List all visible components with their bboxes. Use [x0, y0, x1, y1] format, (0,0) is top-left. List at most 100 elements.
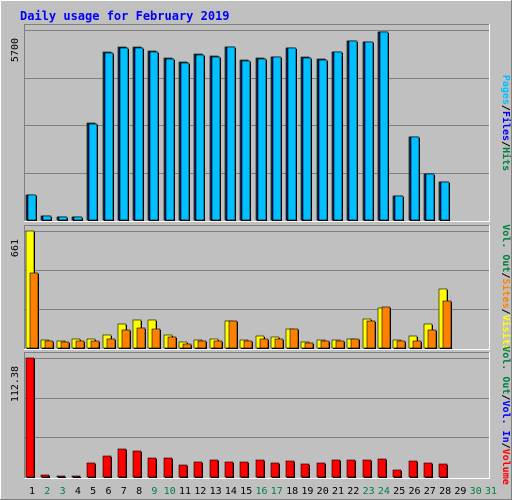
x-tick-label-8: 8 — [136, 486, 142, 497]
bar-pages-day-10 — [165, 58, 175, 221]
bar-shadow-volume-day-4 — [73, 477, 81, 478]
y-max-label: 112.38 — [10, 366, 21, 402]
bar-sites-day-17 — [274, 338, 284, 349]
legend-entry: Sites — [500, 278, 512, 308]
legend-entry: Files — [500, 111, 512, 141]
bar-pages-day-25 — [394, 195, 404, 221]
bar-sites-day-4 — [75, 340, 85, 349]
bar-pages-day-12 — [195, 54, 205, 221]
bar-volume-day-22 — [346, 459, 356, 478]
x-tick-label-11: 11 — [179, 486, 191, 497]
bar-pages-day-9 — [149, 51, 159, 221]
bar-pages-day-14 — [226, 46, 236, 221]
bar-volume-day-6 — [102, 455, 112, 478]
bar-pages-day-5 — [88, 123, 98, 221]
bar-pages-day-16 — [257, 58, 267, 221]
bar-volume-day-12 — [193, 461, 203, 478]
x-tick-label-4: 4 — [75, 486, 81, 497]
bar-volume-day-21 — [331, 459, 341, 478]
bar-volume-day-23 — [362, 459, 372, 478]
x-tick-label-13: 13 — [210, 486, 222, 497]
bar-pages-day-13 — [211, 56, 221, 221]
bar-volume-day-15 — [239, 461, 249, 478]
x-tick-label-31: 31 — [485, 486, 497, 497]
bar-volume-day-10 — [163, 457, 173, 478]
bar-volume-day-9 — [147, 457, 157, 478]
x-tick-label-27: 27 — [424, 486, 436, 497]
x-tick-label-14: 14 — [225, 486, 237, 497]
x-tick-label-18: 18 — [286, 486, 298, 497]
bar-pages-day-19 — [302, 57, 312, 221]
legend-entry: / — [500, 443, 511, 449]
bar-sites-day-1 — [29, 272, 39, 349]
bar-pages-day-24 — [379, 31, 389, 221]
legend-entry: / — [500, 309, 511, 315]
bar-shadow-volume-day-3 — [58, 477, 66, 478]
bar-volume-day-1 — [25, 357, 35, 478]
bar-volume-day-4 — [71, 475, 81, 478]
bar-volume-day-17 — [270, 462, 280, 478]
bar-pages-day-22 — [348, 40, 358, 221]
bar-volume-day-5 — [86, 462, 96, 478]
bar-sites-day-22 — [350, 338, 360, 349]
bar-volume-day-14 — [224, 461, 234, 478]
bar-volume-day-26 — [408, 460, 418, 478]
bar-pages-day-23 — [364, 41, 374, 221]
x-tick-label-15: 15 — [240, 486, 252, 497]
panel-volume: 112.38 Vol. Out/Vol. In/Volume — [10, 346, 511, 485]
bar-sites-day-24 — [381, 306, 391, 349]
bar-sites-day-9 — [151, 328, 161, 349]
bar-sites-day-26 — [412, 340, 422, 349]
legend-entry: / — [500, 272, 511, 278]
x-tick-label-22: 22 — [347, 486, 359, 497]
x-tick-label-7: 7 — [121, 486, 127, 497]
x-tick-label-19: 19 — [301, 486, 313, 497]
bar-sites-day-15 — [243, 340, 253, 349]
x-tick-label-3: 3 — [60, 486, 66, 497]
bar-sites-day-23 — [366, 320, 376, 349]
bar-volume-day-20 — [316, 462, 326, 478]
x-tick-label-12: 12 — [194, 486, 206, 497]
x-tick-label-25: 25 — [393, 486, 405, 497]
bar-sites-day-11 — [182, 343, 192, 349]
bar-sites-day-20 — [320, 340, 330, 349]
legend-entry: / — [500, 141, 511, 147]
bar-sites-day-28 — [442, 300, 452, 349]
legend-entry: Vol. Out — [500, 346, 511, 394]
bar-sites-day-3 — [60, 341, 70, 349]
x-tick-label-20: 20 — [317, 486, 329, 497]
x-axis-tick-labels: 1 2 3 4 5 6 7 8 9 10 11 12 13 14 15 16 17 18 19 20 21 22 23 24 2… — [29, 486, 497, 497]
bar-pages-day-28 — [440, 181, 450, 221]
bar-volume-day-24 — [377, 458, 387, 478]
legend-entry: / — [500, 394, 511, 400]
bar-volume-day-2 — [40, 474, 50, 478]
bar-sites-day-27 — [427, 329, 437, 349]
bar-pages-day-4 — [73, 216, 83, 221]
bar-volume-day-19 — [300, 463, 310, 478]
bar-volume-day-8 — [132, 450, 142, 478]
bar-sites-day-16 — [259, 338, 269, 349]
legend-entry: Visits — [500, 315, 512, 351]
series-legend: Vol. Out/Sites/Visits — [500, 224, 512, 350]
bar-sites-day-12 — [197, 340, 207, 349]
x-tick-label-23: 23 — [363, 486, 375, 497]
bar-volume-day-13 — [209, 459, 219, 478]
bar-volume-day-11 — [178, 464, 188, 478]
x-tick-label-26: 26 — [408, 486, 420, 497]
series-legend: Vol. Out/Vol. In/Volume — [500, 346, 511, 485]
bar-sites-day-10 — [167, 336, 177, 349]
bar-pages-day-7 — [119, 47, 129, 221]
bar-sites-day-18 — [289, 328, 299, 349]
y-max-label: 5700 — [10, 38, 21, 62]
panel-visits-sites: 661 Vol. Out/Sites/Visits — [10, 224, 512, 350]
x-tick-label-10: 10 — [164, 486, 176, 497]
bar-pages-day-26 — [410, 136, 420, 221]
legend-entry: Hits — [500, 147, 512, 171]
x-tick-label-28: 28 — [439, 486, 451, 497]
bar-volume-day-7 — [117, 448, 127, 478]
x-tick-label-29: 29 — [454, 486, 466, 497]
bar-pages-day-2 — [42, 215, 52, 221]
